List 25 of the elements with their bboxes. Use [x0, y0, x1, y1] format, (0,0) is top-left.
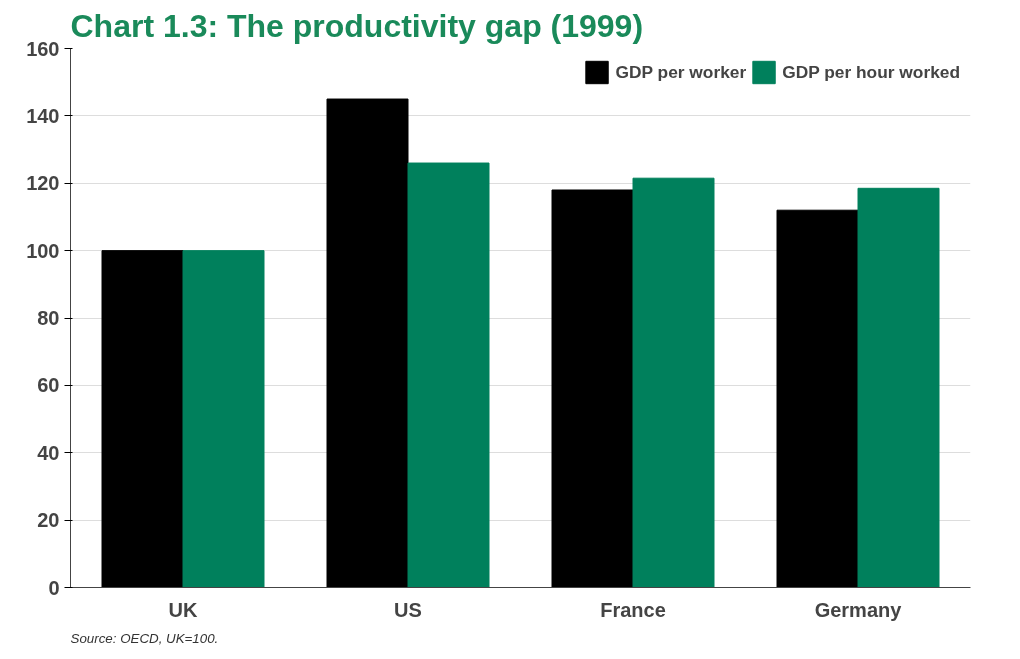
source-note: Source: OECD, UK=100. [70, 630, 219, 646]
x-tick-label: US [394, 598, 422, 621]
y-tick-label: 160 [26, 37, 60, 60]
x-tick-label: Germany [814, 598, 903, 621]
y-tick-label: 20 [37, 509, 60, 532]
y-tick-label: 140 [26, 104, 60, 127]
y-tick-label: 60 [37, 374, 60, 397]
bar [551, 189, 634, 588]
y-tick-label: 120 [26, 172, 60, 195]
y-tick-label: 0 [48, 576, 60, 599]
bar [182, 250, 265, 588]
x-tick-label: France [600, 598, 666, 621]
x-tick-label: UK [168, 598, 198, 621]
y-tick-label: 80 [37, 307, 60, 329]
bar [857, 187, 940, 588]
legend-label: GDP per hour worked [782, 61, 960, 83]
bar [101, 250, 184, 588]
y-tick-label: 100 [26, 239, 60, 262]
bar [407, 162, 490, 588]
bar [776, 209, 859, 588]
chart-title: Chart 1.3: The productivity gap (1999) [70, 7, 644, 44]
legend-label: GDP per worker [615, 61, 747, 83]
y-tick-label: 40 [37, 441, 60, 464]
bar [632, 177, 715, 588]
bar [326, 98, 409, 588]
